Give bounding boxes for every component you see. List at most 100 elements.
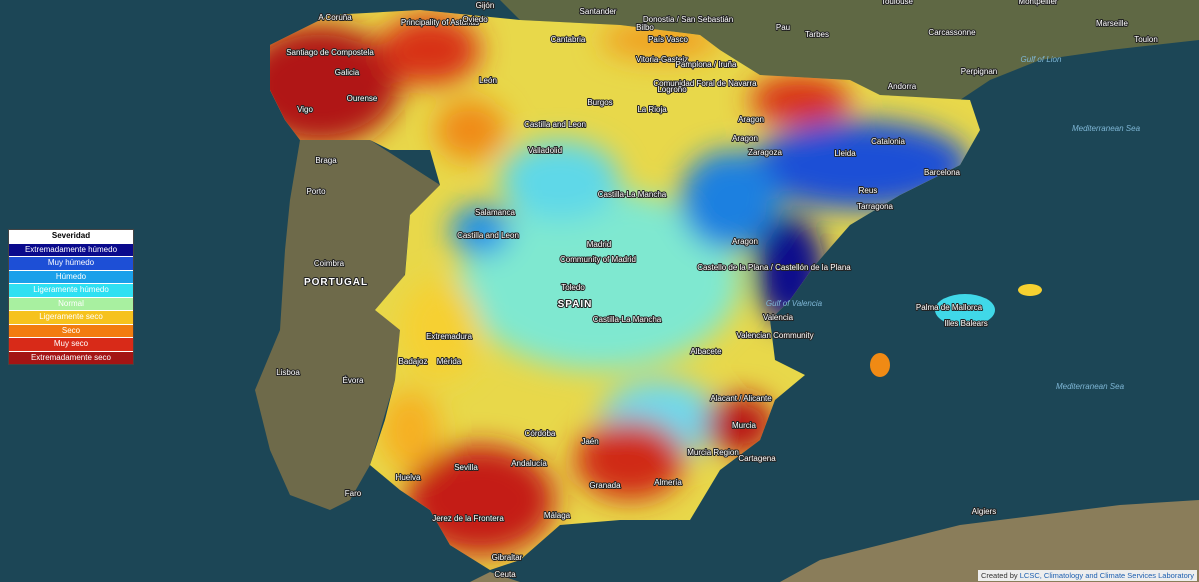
place-label: Andorra (888, 82, 917, 91)
place-label: Toledo (561, 283, 585, 292)
place-label: Évora (343, 376, 364, 385)
place-label: Castilla and Leon (524, 120, 586, 129)
place-label: Pau (776, 23, 790, 32)
place-label: Logroño (657, 85, 687, 94)
place-label: Montpellier (1018, 0, 1057, 6)
place-label: Córdoba (525, 429, 556, 438)
place-label: Vigo (297, 105, 313, 114)
place-label: Alacant / Alicante (710, 394, 772, 403)
place-label: Faro (345, 489, 362, 498)
place-label: Illes Balears (944, 319, 988, 328)
place-label: Perpignan (961, 67, 997, 76)
africa-west (470, 572, 520, 582)
place-label: Huelva (396, 473, 421, 482)
france (500, 0, 1199, 100)
place-label: Aragon (738, 115, 764, 124)
attribution-prefix: Created by (980, 571, 1018, 580)
place-label: Valencian Community (736, 331, 813, 340)
place-label: Murcia Region (687, 448, 739, 457)
place-label: Carcassonne (928, 28, 976, 37)
legend-item: Húmedo (9, 269, 133, 283)
place-label: Catalonia (871, 137, 905, 146)
place-label: Principality of Asturias (401, 18, 479, 27)
place-label: Gulf of Valencia (766, 299, 823, 308)
place-label: Galicia (335, 68, 360, 77)
place-label: Jerez de la Frontera (432, 514, 504, 523)
place-label: Marseille (1096, 19, 1129, 28)
place-label: Valladolid (528, 146, 562, 155)
legend-item: Muy húmedo (9, 256, 133, 270)
place-label: Badajoz (399, 357, 428, 366)
portugal (255, 140, 440, 510)
place-label: Santander (580, 7, 617, 16)
legend-item: Ligeramente seco (9, 310, 133, 324)
place-label: Aragon (732, 237, 758, 246)
place-label: León (479, 76, 497, 85)
place-label: Jaén (581, 437, 598, 446)
place-label: Braga (315, 156, 337, 165)
place-label: Algiers (972, 507, 996, 516)
legend-item: Ligeramente húmedo (9, 283, 133, 297)
place-label: Salamanca (475, 208, 516, 217)
place-label: Barcelona (924, 168, 961, 177)
place-label: Tarbes (805, 30, 829, 39)
place-label: Castilla and Leon (457, 231, 519, 240)
place-label: Cartagena (738, 454, 776, 463)
place-label: Mediterranean Sea (1056, 382, 1125, 391)
legend-item: Normal (9, 296, 133, 310)
place-label: Pamplona / Iruña (676, 60, 737, 69)
place-label: Vitoria-Gasteiz (636, 55, 688, 64)
place-label: Gijón (476, 1, 495, 10)
place-label: Valencia (763, 313, 794, 322)
place-label: Castello de la Plana / Castellón de la P… (697, 263, 851, 272)
place-label: Granada (589, 481, 621, 490)
place-label: Aragon (732, 134, 758, 143)
place-label: Comunidad Foral de Navarra (653, 79, 757, 88)
place-label: A Coruña (318, 13, 352, 22)
place-label: Andalucía (511, 459, 547, 468)
legend-item: Muy seco (9, 337, 133, 351)
place-label: Castilla-La Mancha (598, 190, 667, 199)
ibiza (870, 353, 890, 377)
place-label: Ourense (347, 94, 378, 103)
place-label: Santiago de Compostela (286, 48, 374, 57)
place-label: Madrid (587, 240, 611, 249)
place-label: Málaga (544, 511, 571, 520)
place-label: Murcia (732, 421, 757, 430)
place-label: Bilbo (636, 23, 654, 32)
place-label: Cantabria (551, 35, 586, 44)
place-label: PORTUGAL (304, 277, 368, 288)
place-label: Zaragoza (748, 148, 782, 157)
place-label: Almería (654, 478, 682, 487)
legend: Severidad Extremadamente húmedo Muy húmedo… (8, 229, 134, 365)
place-label: Toulouse (881, 0, 914, 6)
attribution: Created by LCSC, Climatology and Climate… (977, 570, 1197, 581)
place-label: Tarragona (857, 202, 894, 211)
place-label: La Rioja (637, 105, 667, 114)
place-label: Ceuta (494, 570, 516, 579)
mallorca (935, 294, 995, 326)
place-label: Donostia / San Sebastián (643, 15, 733, 24)
place-label: Oviedo (462, 15, 488, 24)
place-label: Lleida (834, 149, 856, 158)
legend-item: Extremadamente húmedo (9, 242, 133, 256)
place-label: SPAIN (558, 299, 593, 310)
place-label: Sevilla (454, 463, 478, 472)
menorca (1018, 284, 1042, 296)
place-label: Mérida (437, 357, 462, 366)
place-label: Community of Madrid (560, 255, 636, 264)
attribution-link[interactable]: LCSC, Climatology and Climate Services L… (1019, 571, 1194, 580)
place-labels: A Coruña Santiago de Compostela Galicia Our… (275, 0, 1159, 580)
place-label: Gulf of Lion (1021, 55, 1062, 64)
place-label: Toulon (1134, 35, 1158, 44)
place-label: Coimbra (314, 259, 345, 268)
legend-item: Seco (9, 323, 133, 337)
place-label: País Vasco (648, 35, 688, 44)
place-label: Porto (306, 187, 326, 196)
place-label: Extremadura (426, 332, 472, 341)
place-label: Mediterranean Sea (1072, 124, 1141, 133)
place-label: Albacete (690, 347, 722, 356)
legend-item: Extremadamente seco (9, 350, 133, 364)
